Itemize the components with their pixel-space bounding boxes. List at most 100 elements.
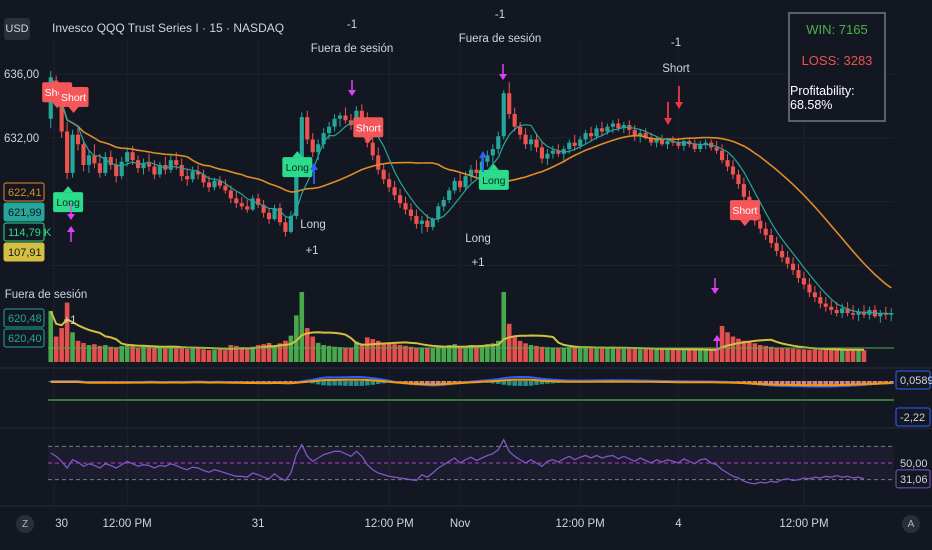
- candle-body: [659, 139, 665, 145]
- candle-body: [665, 141, 670, 145]
- candle-body: [114, 164, 119, 177]
- osc-tag-text: 0,0589: [900, 375, 932, 387]
- candle: [305, 110, 310, 145]
- volume-bar: [386, 343, 392, 362]
- osc-tag-text: -2,22: [900, 412, 925, 424]
- volume-bars: [48, 292, 894, 362]
- signal-long-4: Long: [478, 163, 509, 190]
- volume-bar: [485, 344, 490, 362]
- candle-body: [108, 156, 113, 165]
- candle: [812, 286, 817, 302]
- volume-bar: [545, 347, 550, 362]
- candle: [310, 133, 315, 157]
- volume-bar: [796, 349, 801, 362]
- candle-body: [714, 147, 719, 151]
- rsi-tag-text: 31,06: [900, 474, 928, 486]
- volume-bar: [119, 345, 124, 362]
- signal-box: [353, 117, 384, 138]
- candle: [534, 133, 539, 153]
- candle: [157, 161, 162, 178]
- candle: [152, 160, 157, 180]
- volume-bar: [86, 345, 92, 362]
- volume-bar: [332, 346, 337, 362]
- osc-histogram-bar: [834, 381, 839, 387]
- signal-pointer: [68, 107, 79, 114]
- volume-bar: [250, 346, 255, 362]
- candle-body: [425, 220, 430, 228]
- annotation-label: Long: [300, 219, 326, 231]
- price-tag: 620,40: [3, 328, 45, 348]
- candle: [277, 203, 283, 226]
- candle-body: [632, 129, 637, 137]
- candle-body: [387, 179, 392, 188]
- candle-body: [305, 117, 310, 140]
- volume-bar: [517, 340, 523, 362]
- volume-bar: [577, 348, 583, 362]
- annotation-label: Fuera de sesión: [311, 43, 393, 55]
- osc-signal-line: [50, 378, 892, 387]
- candle-body: [370, 142, 375, 156]
- volume-bar: [375, 340, 381, 362]
- volume-bar: [599, 347, 605, 362]
- osc-histogram-bar: [807, 381, 812, 387]
- volume-bar: [283, 340, 288, 362]
- candle: [86, 150, 92, 173]
- candle-body: [676, 142, 681, 146]
- candle: [719, 144, 725, 164]
- candle-body: [310, 139, 315, 153]
- entry-arrow-head: [664, 118, 672, 125]
- volume-bar: [692, 349, 698, 362]
- candle: [332, 113, 337, 132]
- candle-body: [463, 176, 468, 188]
- osc-histogram-bar: [501, 381, 507, 385]
- candle-body: [741, 184, 746, 197]
- volume-bar: [425, 347, 430, 362]
- signal-label: Short: [356, 122, 381, 134]
- candle-body: [556, 150, 561, 154]
- candle: [496, 131, 501, 154]
- candle: [850, 305, 856, 320]
- volume-bar: [670, 349, 676, 362]
- candle-body: [299, 117, 304, 167]
- candle-body: [785, 257, 790, 264]
- signal-short-1: Short: [58, 87, 89, 114]
- volume-bar: [850, 350, 856, 362]
- candle-body: [818, 297, 823, 304]
- candle: [261, 200, 266, 218]
- candle: [75, 125, 81, 151]
- signal-labels: Short Short Long Short Long Short Long -1 Fuera …: [5, 9, 760, 351]
- candle-body: [125, 152, 130, 162]
- currency-button[interactable]: USD: [4, 18, 30, 40]
- volume-bar: [605, 348, 610, 362]
- candle-body: [605, 126, 610, 132]
- candle-body: [539, 147, 545, 159]
- volume-bar: [435, 346, 441, 362]
- volume-bar: [834, 349, 839, 362]
- rsi-line: [50, 438, 865, 485]
- osc-histogram-bar: [315, 381, 321, 385]
- candle: [692, 139, 697, 153]
- time-tick-label: 12:00 PM: [103, 518, 152, 530]
- candle: [878, 309, 883, 323]
- candle: [337, 112, 343, 127]
- rsi-tag: 50,00: [900, 458, 928, 470]
- candle-body: [332, 118, 337, 127]
- candle-body: [594, 128, 599, 137]
- session-arrow: [499, 74, 507, 80]
- signal-box: [729, 200, 760, 221]
- signal-pointer: [63, 186, 74, 193]
- signal-box: [478, 169, 509, 190]
- annotation-0: -1 Fuera de sesión: [311, 19, 393, 55]
- candle: [458, 172, 463, 193]
- candle: [185, 169, 190, 186]
- signal-pointer: [292, 151, 303, 158]
- candle-body: [414, 215, 419, 224]
- time-tick-label: Nov: [450, 518, 471, 530]
- auto-scale-button[interactable]: A: [902, 515, 920, 533]
- signal-long-6: Long: [53, 186, 84, 213]
- zoom-z-button[interactable]: Z: [16, 515, 34, 533]
- volume-bar: [304, 328, 310, 362]
- candle-body: [654, 139, 659, 143]
- candle-body: [468, 169, 474, 177]
